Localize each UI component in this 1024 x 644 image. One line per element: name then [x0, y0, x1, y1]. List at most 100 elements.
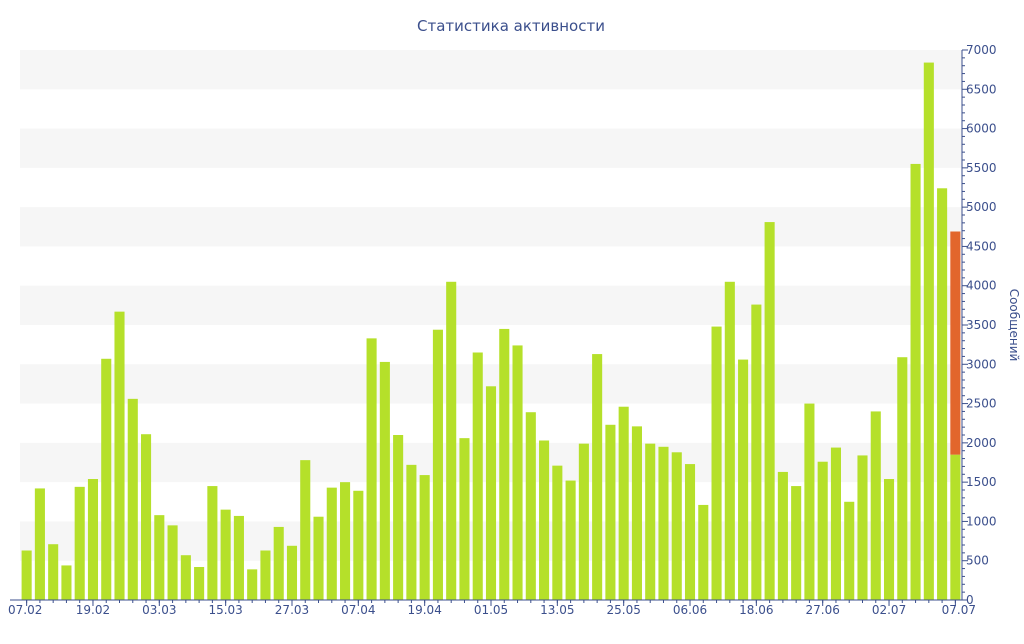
y-tick-label: 5500 — [966, 161, 997, 175]
bar — [698, 504, 709, 600]
x-tick-label: 19.04 — [407, 603, 441, 617]
bar — [21, 550, 32, 600]
x-tick-label: 06.06 — [673, 603, 707, 617]
x-tick-label: 15.03 — [208, 603, 242, 617]
bar — [844, 501, 855, 600]
y-tick-label: 500 — [966, 554, 989, 568]
x-tick-label: 02.07 — [872, 603, 906, 617]
bar — [671, 452, 682, 600]
x-tick-label: 07.07 — [942, 603, 976, 617]
bar — [233, 515, 244, 600]
bar — [167, 525, 178, 600]
bar — [578, 443, 589, 600]
bar — [432, 329, 443, 600]
bar — [220, 509, 231, 600]
y-tick-label: 2000 — [966, 436, 997, 450]
x-tick-label: 13.05 — [540, 603, 574, 617]
bar — [883, 479, 895, 600]
bar — [857, 455, 868, 600]
bar — [804, 403, 815, 600]
x-tick-label: 01.05 — [474, 603, 508, 617]
bar — [525, 412, 536, 600]
bar — [313, 516, 324, 600]
y-tick-label: 1000 — [966, 514, 997, 528]
y-tick-label: 7000 — [966, 43, 997, 57]
x-tick-label: 19.02 — [76, 603, 110, 617]
y-tick-label: 5000 — [966, 200, 997, 214]
bar — [286, 545, 298, 600]
bar — [950, 454, 961, 600]
bar — [539, 440, 550, 600]
bar — [366, 338, 377, 600]
bar — [631, 426, 642, 600]
bar — [565, 480, 576, 600]
bar — [724, 281, 735, 600]
bar — [194, 567, 205, 600]
bar — [870, 411, 881, 600]
bar — [485, 386, 497, 600]
bar — [87, 479, 99, 600]
bar — [326, 487, 337, 600]
bar — [379, 361, 390, 600]
bar — [459, 438, 470, 600]
x-tick-label: 07.04 — [341, 603, 375, 617]
bar — [48, 544, 59, 600]
y-tick-label: 4000 — [966, 279, 997, 293]
bar — [791, 486, 802, 600]
bar — [738, 359, 749, 600]
x-tick-label: 18.06 — [739, 603, 773, 617]
bar — [180, 555, 191, 600]
bar — [592, 354, 603, 600]
y-tick-label: 4500 — [966, 239, 997, 253]
y-axis-title: Сообщений — [1007, 289, 1021, 362]
x-tick-label: 03.03 — [142, 603, 176, 617]
bar — [247, 569, 258, 600]
bar — [618, 406, 629, 600]
bar — [300, 460, 311, 600]
y-tick-label: 6000 — [966, 122, 997, 136]
bar — [817, 461, 828, 600]
bar — [273, 526, 284, 600]
bar — [406, 464, 417, 600]
y-tick-label: 3500 — [966, 318, 997, 332]
bar — [552, 465, 563, 600]
bars-group — [21, 62, 961, 601]
grid-band — [20, 50, 962, 90]
bar — [34, 488, 45, 600]
axes-group: 0 500 1000 1500 2000 2500 3000 3500 4000 4500 5000… — [8, 43, 997, 617]
y-tick-label: 6500 — [966, 82, 997, 96]
bar — [154, 515, 165, 600]
bar — [340, 482, 351, 600]
bar — [127, 398, 138, 600]
bar — [764, 222, 775, 601]
grid-band — [20, 285, 962, 325]
chart-title: Статистика активности — [417, 17, 605, 35]
bar — [512, 345, 523, 600]
bar — [353, 490, 364, 600]
bar — [830, 447, 841, 600]
bar — [897, 357, 908, 600]
bar — [751, 304, 762, 600]
bar — [61, 565, 72, 600]
bar — [711, 326, 722, 600]
bar — [910, 163, 921, 600]
bar — [141, 434, 152, 600]
grid-band — [20, 207, 962, 247]
bar — [684, 464, 696, 600]
grid-band — [20, 128, 962, 168]
bar — [472, 352, 483, 600]
bar — [499, 328, 510, 600]
y-tick-label: 1500 — [966, 475, 997, 489]
y-tick-label: 2500 — [966, 397, 997, 411]
bar-highlight — [950, 231, 961, 455]
bar — [645, 443, 656, 600]
x-tick-label: 27.06 — [806, 603, 840, 617]
bar — [419, 475, 430, 600]
x-tick-label: 07.02 — [8, 603, 42, 617]
bar — [114, 311, 125, 600]
x-tick-label: 25.05 — [606, 603, 640, 617]
y-tick-label: 0 — [966, 593, 974, 607]
bar — [937, 188, 948, 601]
